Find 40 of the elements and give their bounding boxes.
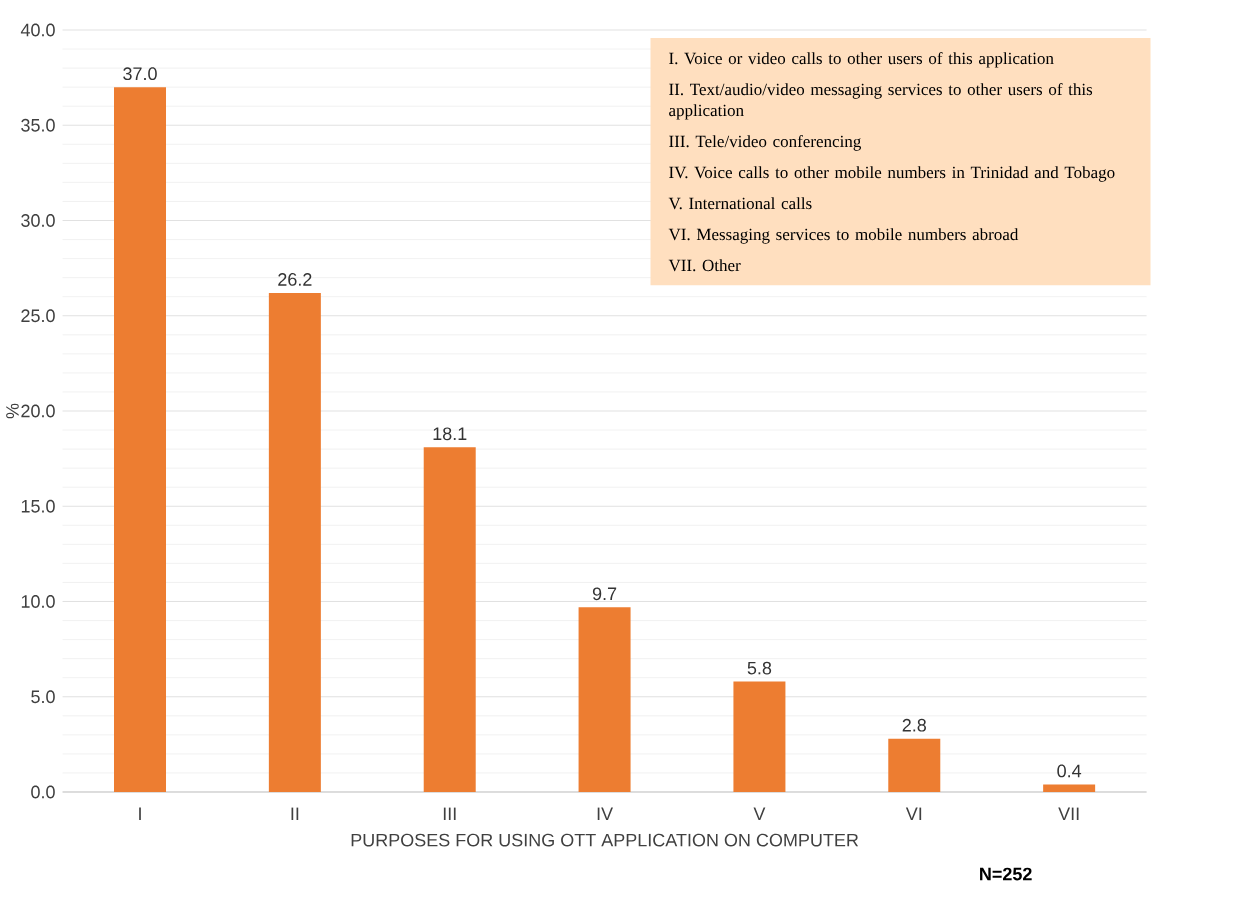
y-tick-label: 5.0 bbox=[31, 690, 55, 704]
x-axis-title: PURPOSES FOR USING OTT APPLICATION ON COMPUTER bbox=[351, 833, 859, 847]
bar bbox=[578, 607, 631, 792]
annotation: VI. Messaging services to mobile numbers abroad bbox=[668, 228, 1019, 244]
y-tick-label: 25.0 bbox=[21, 309, 55, 323]
bar bbox=[114, 87, 167, 792]
y-tick-label: 15.0 bbox=[21, 499, 55, 513]
data-label: 2.8 bbox=[902, 718, 927, 732]
data-label: 26.2 bbox=[278, 273, 312, 286]
x-tick-label: III bbox=[443, 807, 456, 820]
bar bbox=[268, 292, 321, 792]
annotation: I. Voice or video calls to other users of this application bbox=[669, 52, 1054, 68]
data-label: 18.1 bbox=[433, 427, 467, 441]
x-tick-label: II bbox=[291, 807, 299, 820]
y-tick-label: 0.0 bbox=[31, 785, 55, 799]
y-tick-label: 20.0 bbox=[21, 404, 55, 418]
annotation: II. Text/audio/video messaging services to other users of this application bbox=[669, 83, 1093, 120]
bar bbox=[888, 738, 941, 792]
data-label: 5.8 bbox=[747, 661, 772, 675]
y-tick-label: 10.0 bbox=[21, 595, 55, 608]
x-tick-label: V bbox=[753, 807, 766, 820]
y-tick-label: 30.0 bbox=[21, 214, 55, 227]
x-tick-label: IV bbox=[597, 807, 613, 820]
data-label: 9.7 bbox=[592, 587, 617, 601]
data-label: 0.4 bbox=[1057, 764, 1082, 778]
y-tick-label: 40.0 bbox=[20, 23, 55, 37]
y-tick-label: 35.0 bbox=[21, 118, 55, 132]
bar bbox=[1043, 784, 1096, 792]
annotation: V. International calls bbox=[668, 197, 812, 210]
annotation: VII. Other bbox=[668, 259, 741, 272]
text: N=252 bbox=[980, 867, 1032, 881]
x-tick-label: VII bbox=[1058, 807, 1079, 820]
bar bbox=[733, 681, 786, 792]
y-axis-title: % bbox=[6, 403, 19, 419]
x-tick-label: I bbox=[139, 807, 141, 820]
annotation: III. Tele/video conferencing bbox=[669, 135, 862, 151]
data-label: 37.0 bbox=[123, 67, 157, 81]
annotation: IV. Voice calls to other mobile numbers in Trinidad and Tobago bbox=[669, 166, 1115, 182]
x-tick-label: VI bbox=[905, 807, 922, 820]
bar bbox=[423, 447, 476, 792]
